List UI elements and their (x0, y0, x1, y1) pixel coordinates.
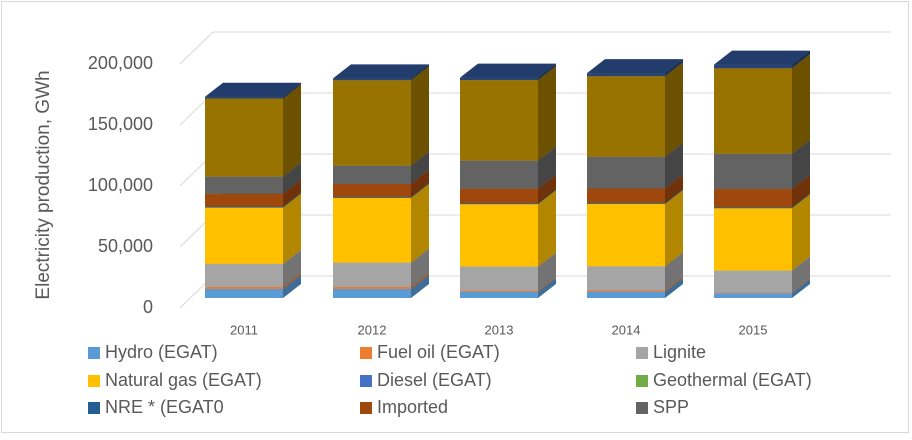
bar-segment (587, 76, 665, 157)
legend-label: NRE * (EGAT0 (105, 397, 224, 417)
grid-line-side (180, 32, 213, 64)
bar-segment (333, 198, 411, 263)
bar-segment (205, 287, 283, 289)
bar-segment (460, 78, 538, 80)
legend-label: Fuel oil (EGAT) (377, 342, 500, 362)
bar-segment (460, 291, 538, 292)
bar-segment (333, 289, 411, 298)
x-tick-label: 2013 (485, 322, 514, 337)
bar-segment (333, 78, 411, 80)
legend-swatch (360, 402, 372, 414)
legend-label: SPP (653, 397, 689, 417)
bar-segment (205, 264, 283, 287)
bar-side (538, 66, 556, 161)
x-tick-label: 2011 (230, 322, 258, 337)
y-tick-label: 0 (143, 297, 153, 317)
y-tick-label: 50,000 (98, 236, 153, 256)
bar-segment (714, 189, 792, 207)
bar-segment (587, 188, 665, 203)
bar-segment (714, 68, 792, 153)
x-tick-label: 2015 (739, 322, 768, 337)
bar-segment (333, 166, 411, 184)
legend-swatch (88, 402, 100, 414)
bar-segment (587, 291, 665, 292)
bar-segment (460, 189, 538, 204)
bar-segment (714, 293, 792, 298)
x-tick-label: 2014 (612, 322, 641, 337)
bar-segment (587, 292, 665, 298)
bar-segment (205, 207, 283, 208)
bar-segment (333, 263, 411, 287)
bar-segment (205, 97, 283, 99)
bar-segment (333, 80, 411, 165)
bar-segment (460, 80, 538, 161)
bar-segment (460, 204, 538, 266)
y-tick-label: 200,000 (88, 53, 153, 73)
y-axis-title: Electricity production, GWh (33, 70, 54, 299)
bar-side (792, 54, 810, 153)
x-tick-label: 2012 (358, 322, 387, 337)
bar-side (665, 62, 683, 157)
bar-segment (587, 73, 665, 76)
bar-segment (587, 203, 665, 204)
bar-segment (587, 266, 665, 290)
bar-segment (714, 65, 792, 69)
bar-segment (714, 207, 792, 208)
legend-swatch (360, 375, 372, 387)
legend-label: Hydro (EGAT) (105, 342, 218, 362)
bar-segment (333, 184, 411, 197)
legend-swatch (636, 375, 648, 387)
legend-label: Lignite (653, 342, 706, 362)
legend-label: Imported (377, 397, 448, 417)
bar-segment (714, 208, 792, 270)
legend-swatch (88, 347, 100, 359)
bar-segment (714, 293, 792, 294)
bar-segment (714, 271, 792, 293)
y-tick-label: 100,000 (88, 175, 153, 195)
bar-segment (205, 177, 283, 194)
legend-swatch (88, 375, 100, 387)
bar-segment (587, 157, 665, 189)
bar-segment (333, 287, 411, 289)
legend-label: Geothermal (EGAT) (653, 370, 812, 390)
bar-segment (205, 194, 283, 207)
bar-side (411, 66, 429, 165)
bar-segment (460, 267, 538, 291)
y-tick-label: 150,000 (88, 114, 153, 134)
bar-segment (460, 292, 538, 298)
bar-segment (205, 208, 283, 264)
bar-side (283, 85, 301, 177)
legend-swatch (360, 347, 372, 359)
bar-segment (460, 203, 538, 204)
bar-segment (205, 99, 283, 177)
legend-label: Natural gas (EGAT) (105, 370, 262, 390)
bar-segment (587, 204, 665, 266)
bar-segment (460, 161, 538, 189)
legend-label: Diesel (EGAT) (377, 370, 492, 390)
legend-swatch (636, 347, 648, 359)
bar-segment (714, 154, 792, 189)
legend-swatch (636, 402, 648, 414)
bar-segment (205, 289, 283, 298)
bar-segment (333, 197, 411, 198)
